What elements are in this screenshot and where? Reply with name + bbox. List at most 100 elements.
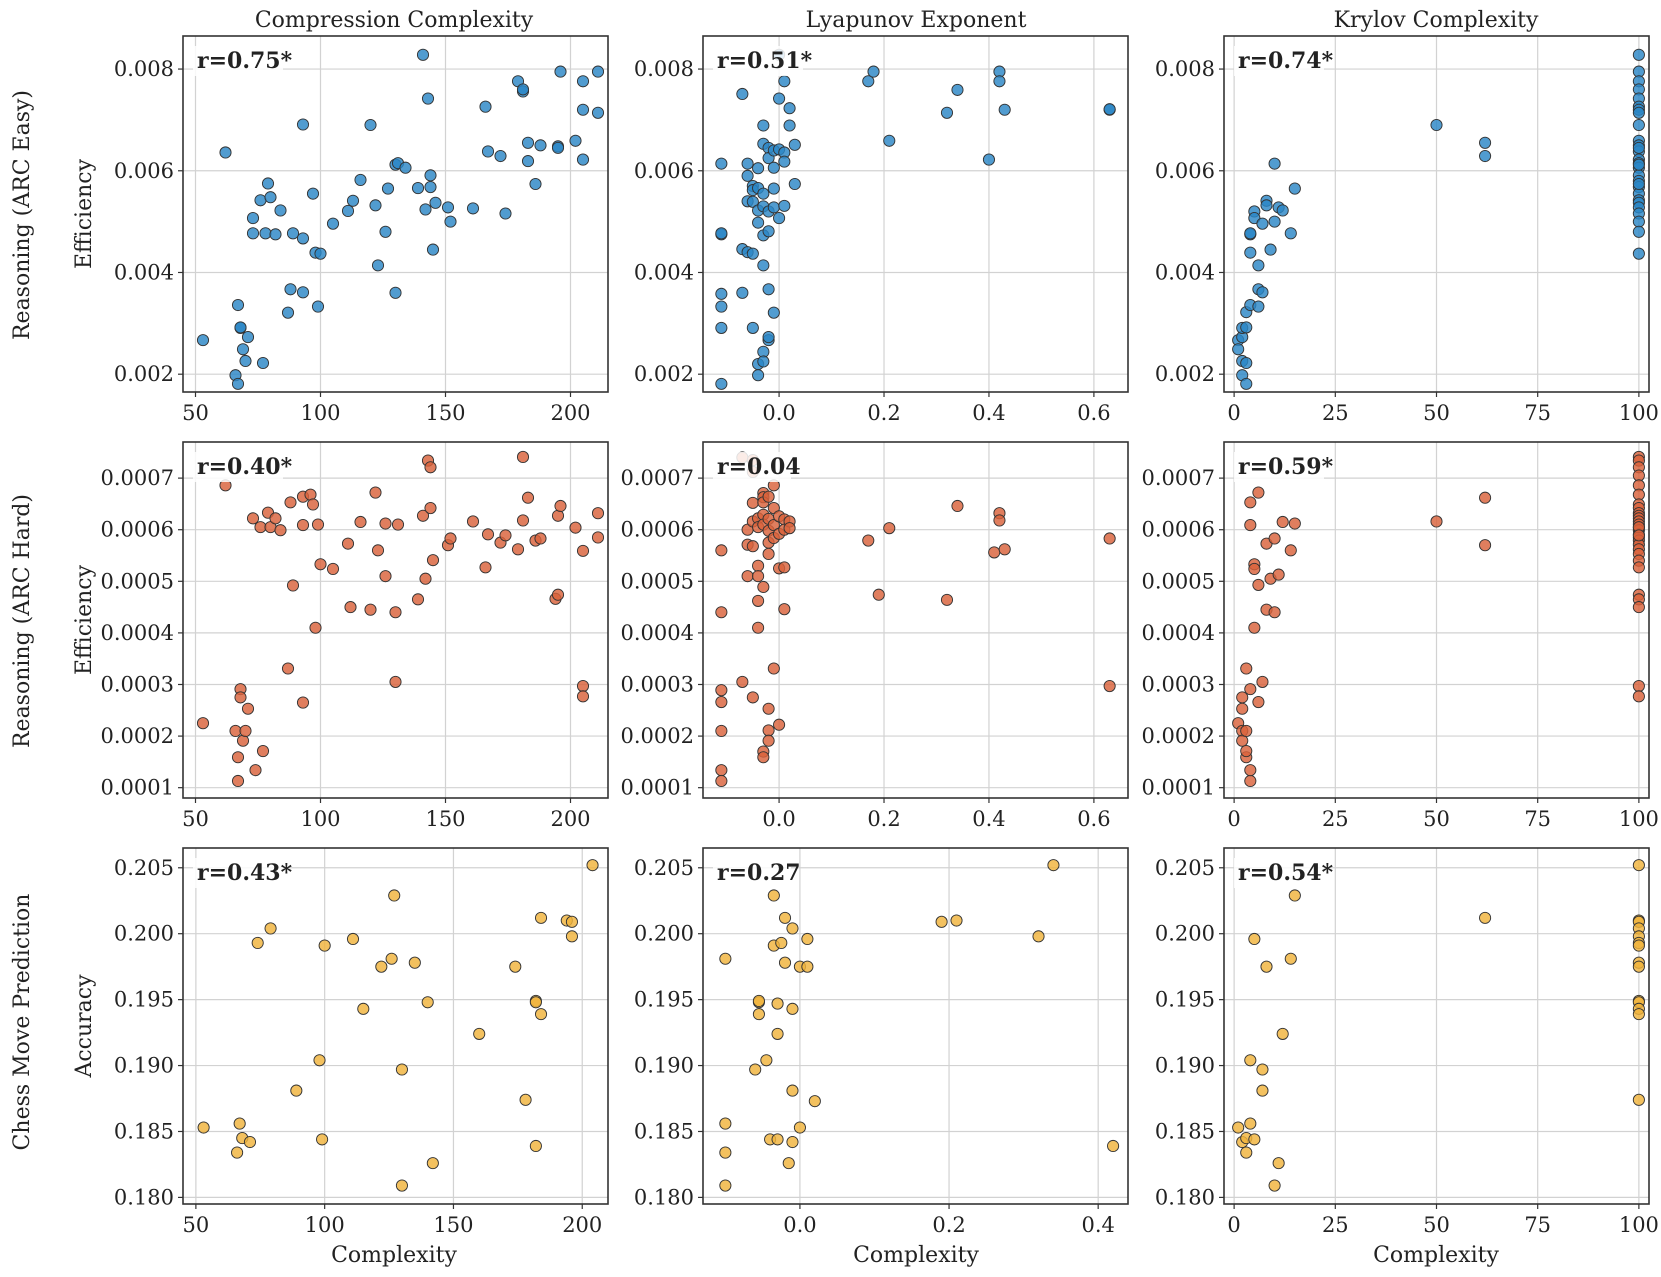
scatter-point [1288, 889, 1301, 902]
scatter-point [576, 103, 590, 116]
scatter-point [424, 169, 437, 182]
scatter-point [788, 138, 801, 151]
x-tick-label: 75 [1524, 401, 1551, 425]
scatter-point [1252, 259, 1265, 272]
scatter-point [254, 194, 267, 207]
scatter-point [935, 915, 948, 928]
scatter-point [306, 187, 320, 200]
scatter-point [411, 593, 425, 606]
scatter-point [309, 621, 322, 634]
scatter-point [411, 182, 425, 195]
x-tick-label: 50 [182, 807, 209, 831]
scatter-point [1248, 621, 1261, 634]
scatter-point [1632, 215, 1645, 228]
scatter-point [1288, 517, 1301, 530]
scatter-point [239, 724, 252, 737]
scatter-point [371, 259, 385, 272]
scatter-point [1244, 1117, 1257, 1130]
column-title-compression: Compression Complexity [255, 8, 534, 33]
scatter-point [762, 724, 775, 737]
scatter-point [269, 228, 282, 241]
scatter-point [788, 177, 801, 191]
scatter-point [236, 734, 250, 747]
scatter-point [1632, 158, 1645, 171]
x-tick-label: 0.2 [867, 807, 900, 831]
y-tick-label: 0.180 [114, 1185, 174, 1209]
correlation-box [193, 452, 283, 482]
scatter-point [281, 662, 295, 675]
panel-r3-c3: 0 25 50 75 100 0.180 0.185 0.190 0.195 0.200 0.205… [1155, 847, 1659, 1237]
scatter-point [586, 859, 599, 872]
scatter-point [197, 1121, 210, 1134]
scatter-point [479, 100, 492, 113]
scatter-point [551, 588, 565, 601]
x-tick-label: 100 [300, 401, 340, 425]
scatter-point [1244, 496, 1257, 509]
scatter-point [379, 517, 392, 530]
y-tick-label: 0.205 [634, 856, 694, 880]
y-tick-label: 0.008 [114, 57, 174, 81]
scatter-point [1632, 960, 1645, 973]
y-tick-label: 0.180 [634, 1185, 694, 1209]
scatter-point [767, 519, 780, 532]
y-tick-label: 0.004 [1155, 260, 1215, 284]
y-tick-label: 0.0003 [621, 672, 694, 696]
scatter-point [375, 960, 388, 973]
scatter-point [1256, 675, 1269, 688]
scatter-point [778, 199, 791, 212]
x-tick-label: 75 [1524, 1213, 1551, 1237]
scatter-point [1240, 662, 1253, 675]
scatter-point [757, 751, 770, 764]
scatter-point [1232, 1121, 1245, 1134]
scatter-point [314, 247, 327, 260]
x-tick-label: 0 [1227, 1213, 1240, 1237]
y-tick-label: 0.0007 [1142, 466, 1215, 490]
panel-r1-c1: 50 100 150 200 0.002 0.004 0.006 0.008 r=0.75* Ef… [72, 35, 609, 425]
scatter-point [591, 106, 605, 119]
scatter-point [757, 259, 770, 272]
y-tick-label: 0.0005 [101, 569, 174, 593]
y-tick-label: 0.0007 [621, 466, 694, 490]
scatter-point [767, 201, 780, 214]
correlation-label: r=0.27 [717, 860, 801, 886]
scatter-point [1244, 683, 1257, 696]
scatter-point [762, 331, 775, 344]
scatter-point [424, 501, 437, 515]
x-tick-label: 0.6 [1077, 807, 1110, 831]
scatter-point [778, 561, 791, 574]
scatter-point [481, 145, 495, 158]
scatter-point [767, 662, 780, 675]
scatter-point [1268, 1179, 1281, 1192]
y-tick-label: 0.0003 [101, 672, 174, 696]
y-tick-label: 0.004 [634, 260, 694, 284]
scatter-point [1430, 118, 1443, 132]
scatter-point [306, 498, 320, 511]
scatter-point [1047, 859, 1060, 872]
scatter-point [1103, 532, 1116, 545]
x-tick-label: 150 [425, 807, 465, 831]
scatter-point [1272, 1157, 1285, 1170]
scatter-point [494, 149, 507, 163]
scatter-point [419, 203, 432, 216]
scatter-point [357, 1002, 370, 1015]
x-tick-label: 0.2 [867, 401, 900, 425]
scatter-point [752, 570, 765, 583]
scatter-points [719, 859, 1120, 1192]
scatter-point [274, 204, 287, 217]
scatter-point [883, 522, 896, 535]
scatter-point [786, 1084, 799, 1097]
scatter-point [534, 139, 547, 152]
scatter-point [256, 356, 270, 370]
scatter-point [424, 180, 437, 194]
panel-frame [702, 847, 1129, 1205]
scatter-point [1268, 157, 1281, 170]
scatter-point [254, 521, 267, 534]
scatter-point [1248, 932, 1261, 946]
y-tick-label: 0.0001 [101, 776, 174, 800]
y-tick-label: 0.190 [1155, 1054, 1215, 1078]
scatter-point [426, 243, 440, 256]
scatter-point [264, 191, 277, 204]
y-tick-label: 0.0004 [621, 621, 694, 645]
y-tick-label: 0.0006 [1142, 518, 1215, 542]
scatter-point [1260, 199, 1273, 212]
